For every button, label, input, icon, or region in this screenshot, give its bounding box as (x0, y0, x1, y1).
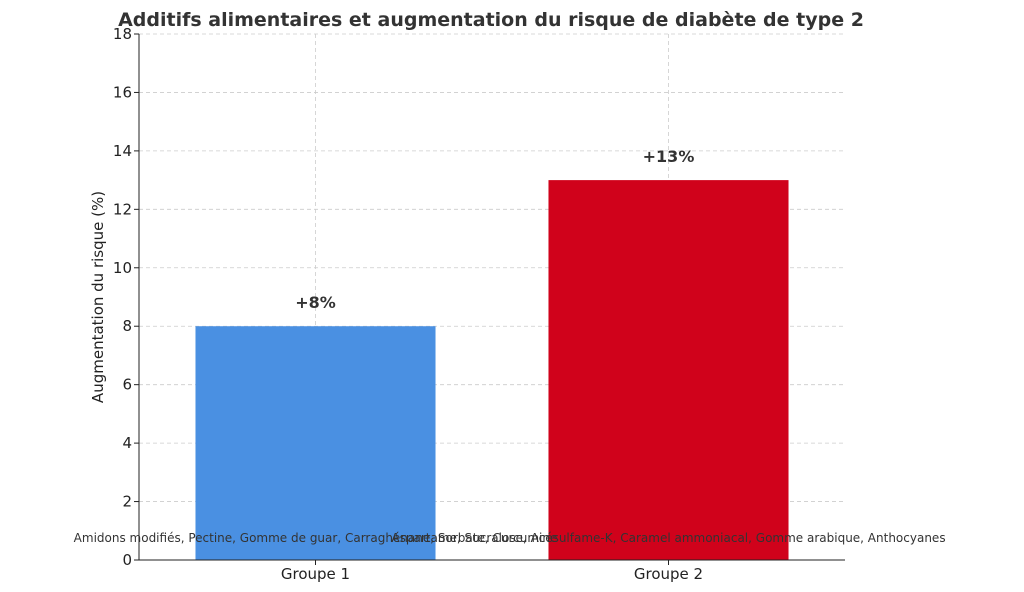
chart-title: Additifs alimentaires et augmentation du… (118, 9, 864, 31)
bar-2 (548, 180, 789, 560)
axes: 0 2 4 6 8 10 12 14 16 18 Groupe 1 Groupe 2 (113, 25, 845, 583)
y-tick-label: 4 (122, 434, 132, 452)
labels: +8% Amidons modifiés, Pectine, Gomme de g… (74, 147, 946, 545)
y-tick-label: 16 (113, 83, 132, 101)
y-tick-label: 6 (122, 376, 132, 394)
y-tick-label: 8 (122, 317, 132, 335)
x-tick-label: Groupe 2 (634, 565, 703, 583)
y-tick-label: 18 (113, 25, 132, 43)
data-label: +8% (295, 293, 336, 312)
bar-annotation: Aspartame, Sucralose, Acésulfame-K, Cara… (391, 531, 945, 545)
bars (195, 180, 789, 560)
y-tick-label: 10 (113, 259, 132, 277)
y-tick-label: 2 (122, 493, 132, 511)
x-tick-label: Groupe 1 (281, 565, 350, 583)
y-tick-label: 0 (122, 551, 132, 569)
bar-annotation: Amidons modifiés, Pectine, Gomme de guar… (74, 531, 558, 545)
y-tick-label: 14 (113, 142, 132, 160)
bar-1 (195, 326, 436, 560)
data-label: +13% (643, 147, 695, 166)
y-axis-label: Augmentation du risque (%) (89, 191, 107, 403)
y-tick-label: 12 (113, 200, 132, 218)
